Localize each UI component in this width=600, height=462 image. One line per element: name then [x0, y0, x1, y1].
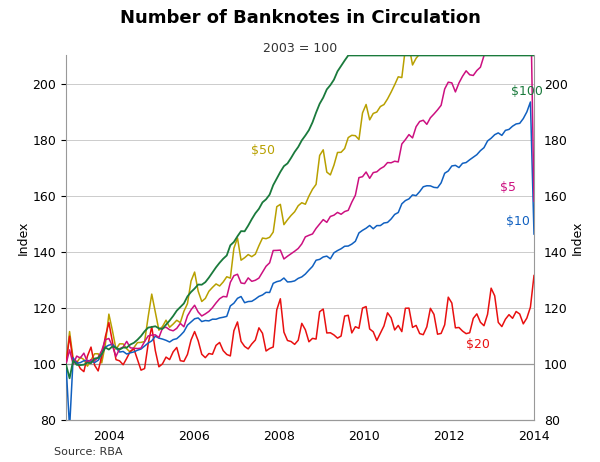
Text: $20: $20: [466, 338, 490, 351]
Text: Source: RBA: Source: RBA: [54, 447, 122, 457]
Y-axis label: Index: Index: [571, 221, 583, 255]
Text: $5: $5: [500, 181, 516, 194]
Y-axis label: Index: Index: [17, 221, 29, 255]
Text: Number of Banknotes in Circulation: Number of Banknotes in Circulation: [119, 9, 481, 27]
Text: $100: $100: [511, 85, 542, 98]
Text: $50: $50: [251, 145, 275, 158]
Title: 2003 = 100: 2003 = 100: [263, 43, 337, 55]
Text: $10: $10: [506, 214, 530, 228]
